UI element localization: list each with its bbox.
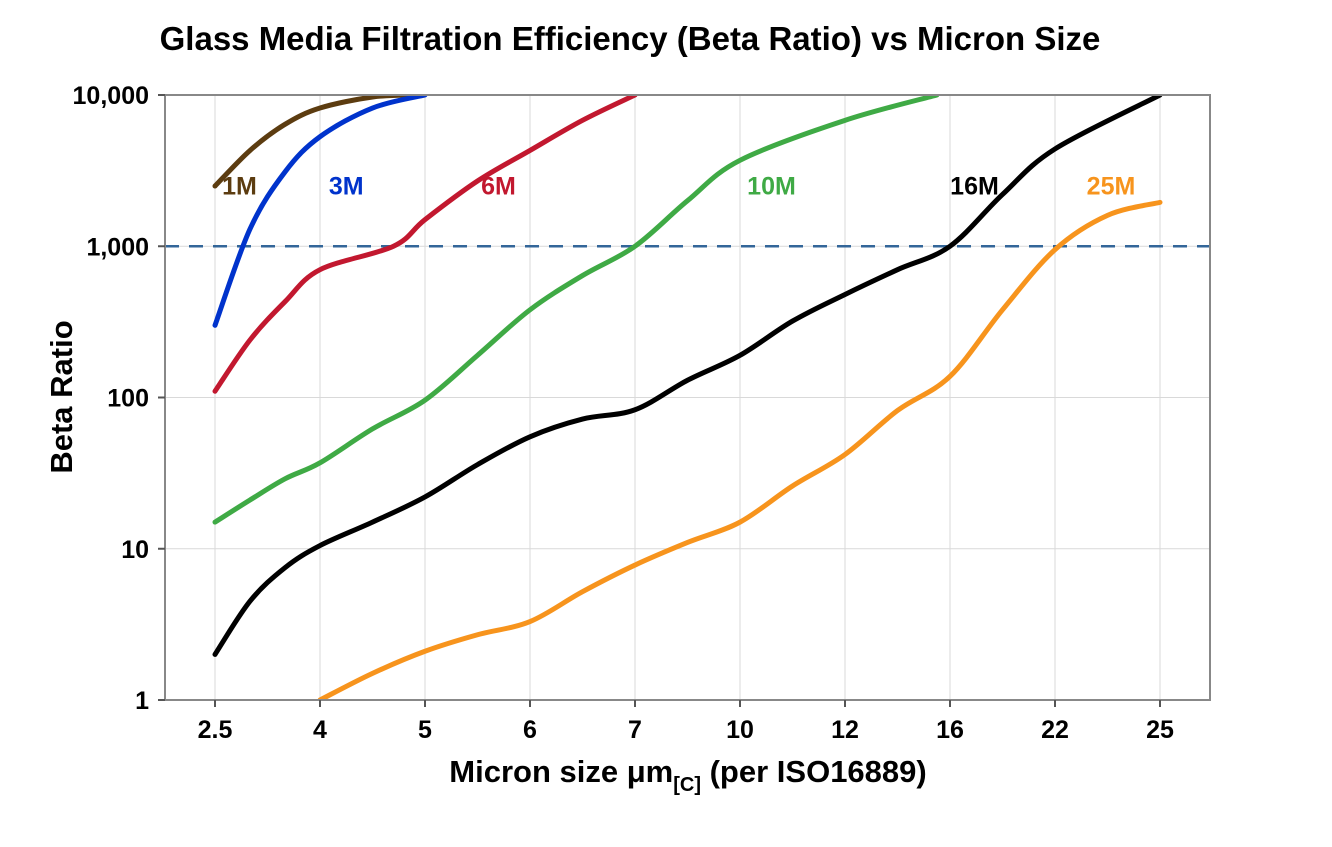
y-axis-label: Beta Ratio [44, 320, 79, 473]
x-tick-label: 5 [418, 716, 432, 744]
tick-labels: 2.5 4 5 6 7 10 12 16 22 25 1 10 100 1,000 10,000 [73, 82, 1174, 744]
x-axis-label-subscript: [C] [673, 774, 701, 796]
x-tick-label: 22 [1041, 716, 1069, 744]
series-label-16M: 16M [950, 172, 999, 200]
x-tick-label: 10 [726, 716, 754, 744]
x-tick-label: 16 [936, 716, 964, 744]
x-tick-label: 7 [628, 716, 642, 744]
series-label-1M: 1M [222, 172, 257, 200]
series-curve-16M [212, 95, 1163, 657]
series-label-6M: 6M [481, 172, 516, 200]
x-axis-label-suffix: (per ISO16889) [701, 754, 927, 789]
x-tick-label: 25 [1146, 716, 1174, 744]
series-curve-25M [317, 199, 1163, 700]
series-curve-6M [212, 95, 638, 394]
x-tick-label: 2.5 [198, 716, 233, 744]
y-tick-label: 100 [107, 385, 149, 413]
x-tick-label: 4 [313, 716, 327, 744]
y-tick-label: 1,000 [86, 233, 149, 261]
x-tick-label: 6 [523, 716, 537, 744]
x-axis-label-main: Micron size μm [449, 754, 673, 789]
series-curve-3M [212, 95, 428, 328]
series-curve-1M [212, 95, 417, 189]
y-tick-label: 10 [121, 536, 149, 564]
x-axis-label: Micron size μm[C] (per ISO16889) [449, 754, 926, 796]
x-tick-label: 12 [831, 716, 859, 744]
y-tick-label: 1 [135, 687, 149, 715]
y-tick-label: 10,000 [73, 82, 149, 110]
series-label-10M: 10M [747, 172, 796, 200]
gridlines [165, 94, 1210, 701]
series-label-3M: 3M [329, 172, 364, 200]
series-label-25M: 25M [1087, 172, 1136, 200]
series-curves [212, 95, 1163, 700]
chart-title: Glass Media Filtration Efficiency (Beta … [160, 20, 1101, 57]
series-labels: 1M 3M 6M 10M 16M 25M [222, 172, 1135, 200]
series-curve-10M [212, 95, 940, 525]
axes [158, 94, 1211, 707]
